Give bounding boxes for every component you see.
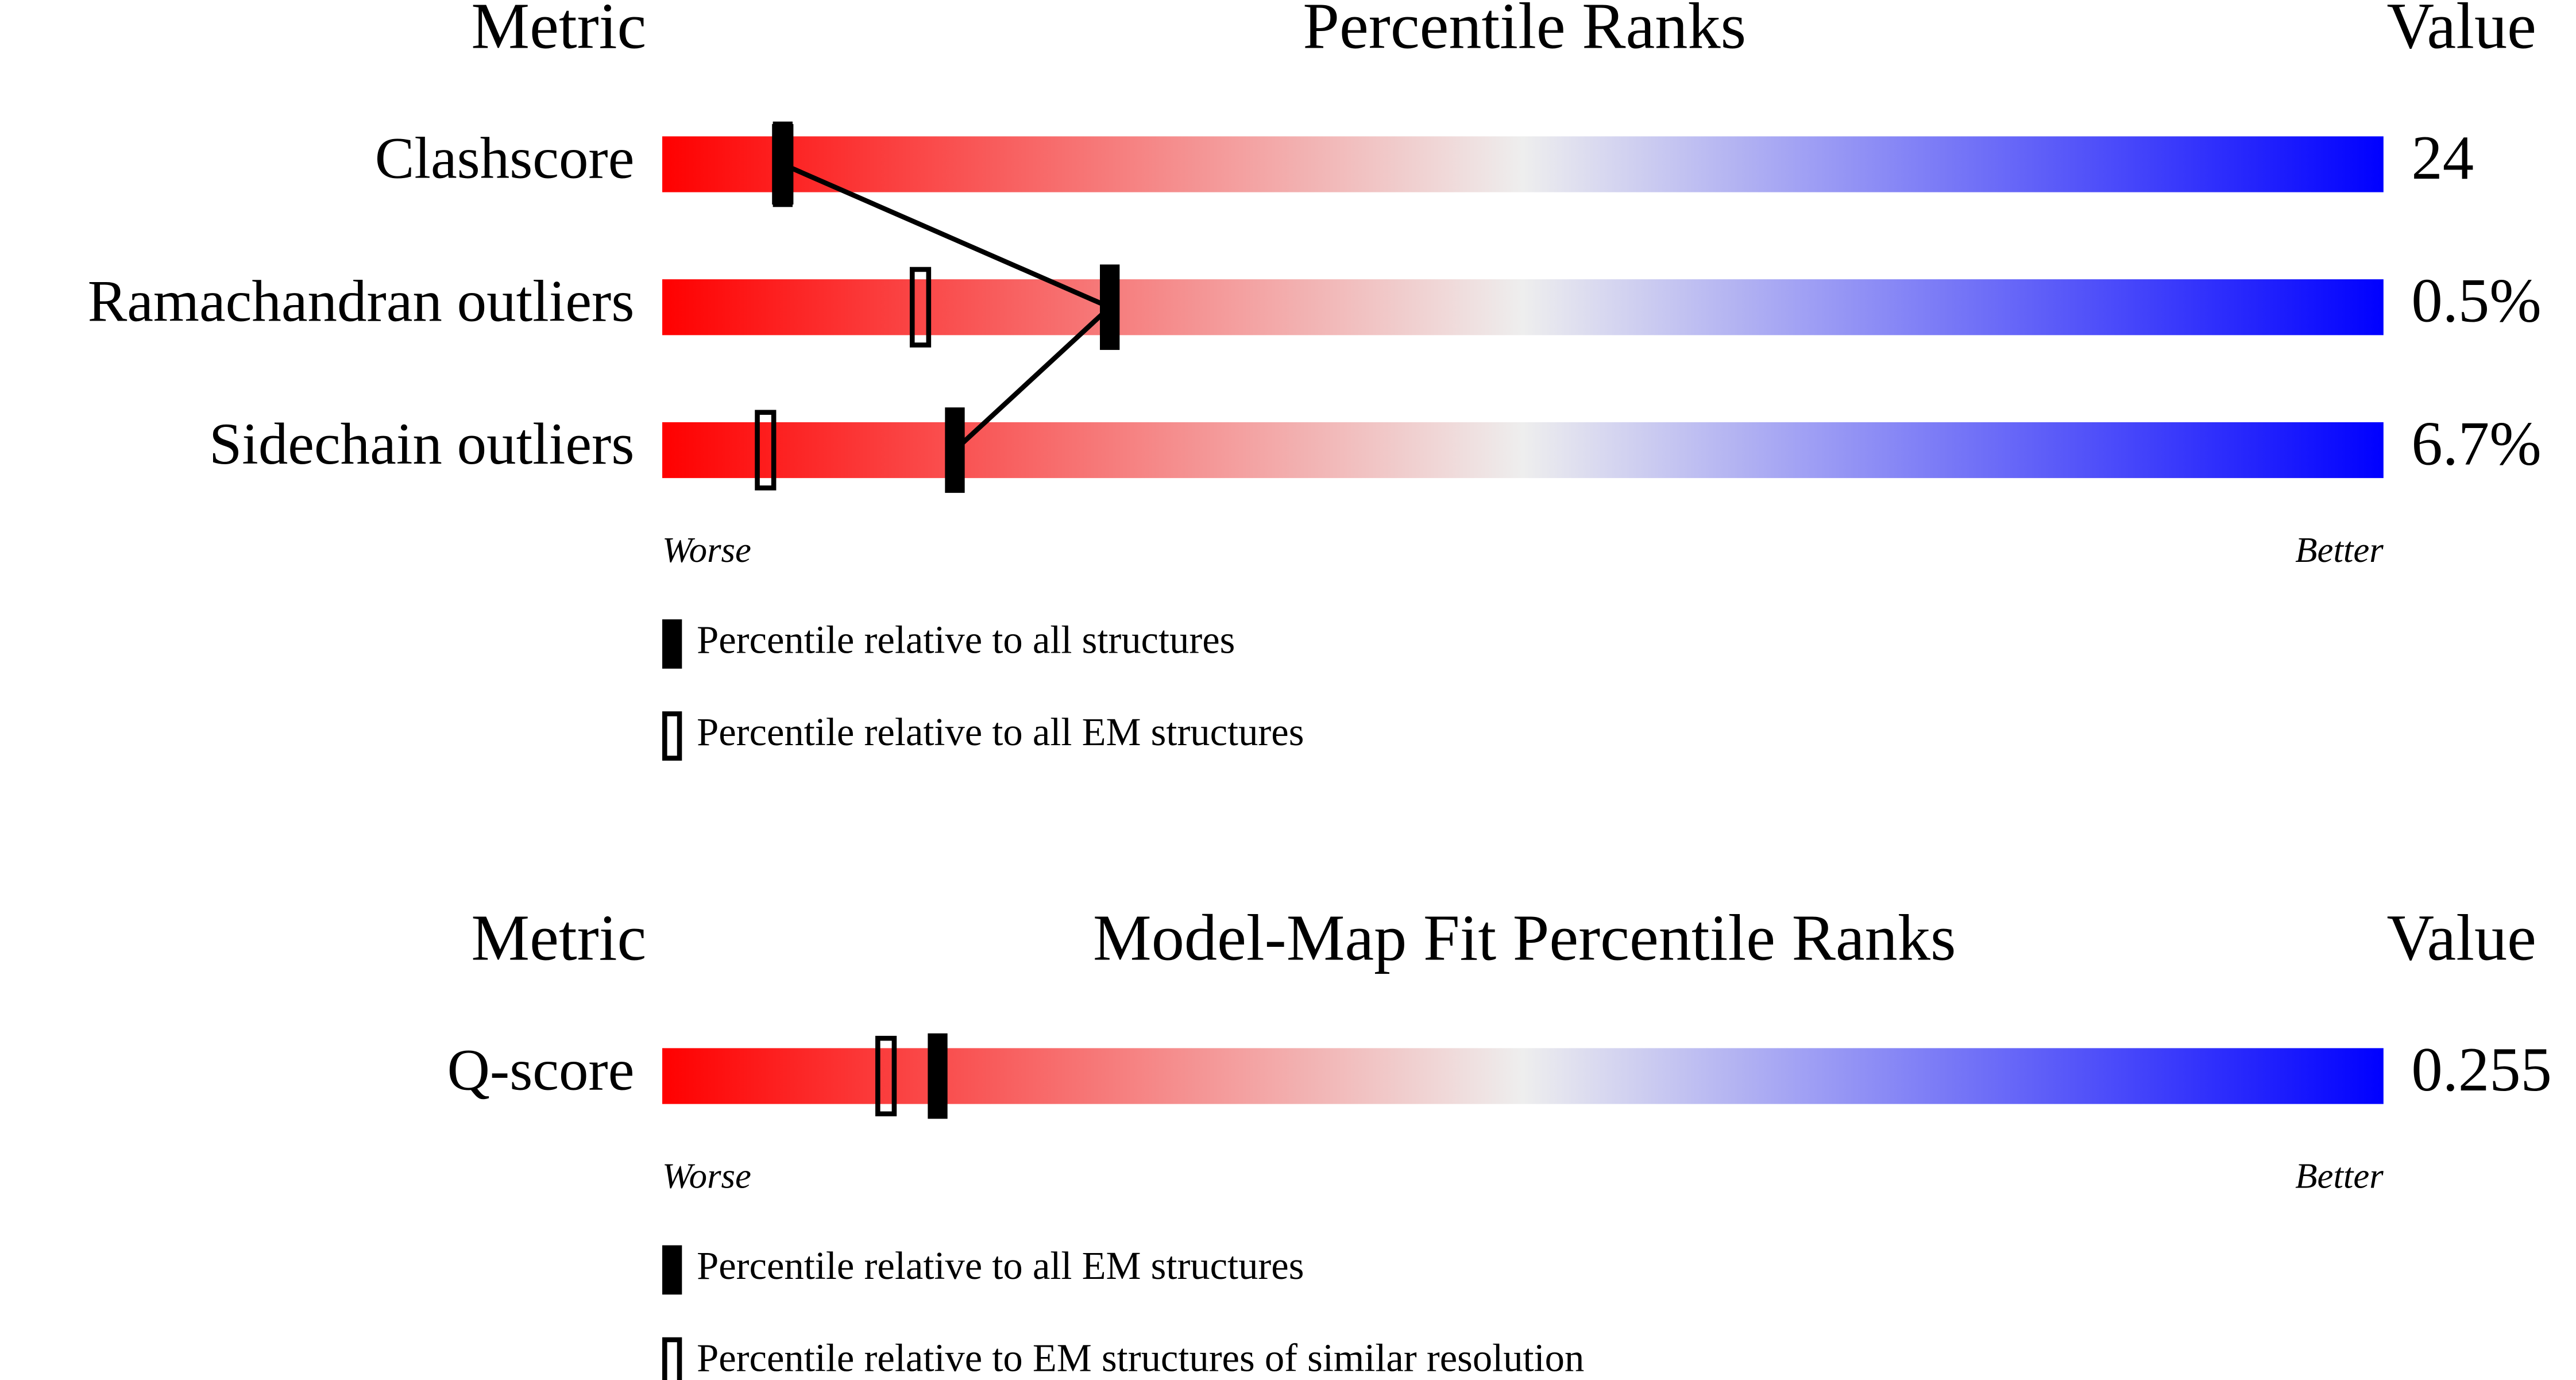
chart-title: Percentile Ranks [1303,0,1746,62]
better-label: Better [2295,1156,2384,1196]
better-label: Better [2295,530,2384,570]
metric-value: 0.255 [2411,1035,2551,1104]
legend-entry: Percentile relative to all EM structures [697,1244,1304,1288]
rank-bar [662,136,2384,192]
value-header: Value [2387,901,2536,974]
value-header: Value [2387,0,2536,62]
metric-label: Ramachandran outliers [88,268,635,334]
open-marker [909,267,932,348]
worse-label: Worse [662,1156,751,1196]
legend-entry: Percentile relative to all structures [697,618,1235,662]
metric-label: Q-score [447,1038,635,1103]
rank-bar [662,422,2384,479]
metric-value: 24 [2411,123,2474,192]
chart-title: Model-Map Fit Percentile Ranks [1093,901,1956,974]
filled-marker [945,407,965,493]
metric-value: 0.5% [2411,266,2541,336]
legend-swatch [662,711,682,761]
legend-entry: Percentile relative to EM structures of … [697,1336,1584,1379]
metric-header: Metric [471,0,646,62]
filled-marker [773,121,793,207]
filled-marker [1100,264,1120,350]
legend-entry: Percentile relative to all EM structures [697,710,1304,754]
open-marker [875,1035,897,1117]
metric-header: Metric [471,901,646,974]
metric-label: Sidechain outliers [209,411,634,477]
legend-swatch [662,619,682,669]
metric-label: Clashscore [375,126,635,191]
legend-swatch [662,1245,682,1295]
filled-marker [928,1033,948,1119]
metric-value: 6.7% [2411,408,2541,478]
legend-swatch [662,1337,682,1380]
open-marker [755,410,777,491]
worse-label: Worse [662,530,751,570]
rank-bar [662,279,2384,336]
rank-bar [662,1048,2384,1104]
